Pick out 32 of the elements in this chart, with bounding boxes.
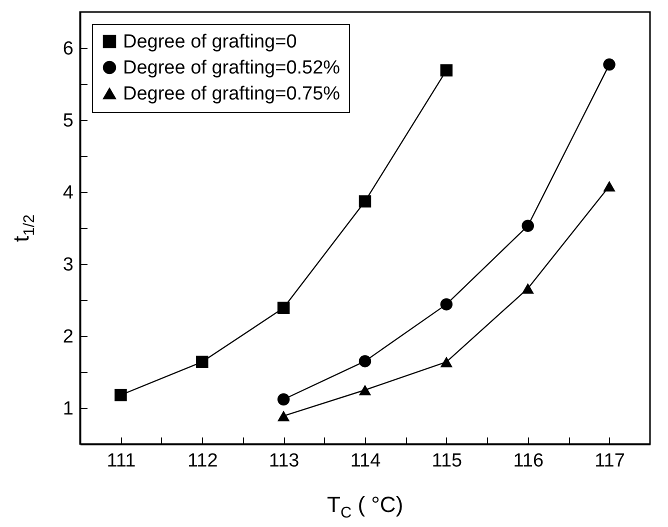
point bbox=[196, 356, 208, 368]
point bbox=[522, 283, 534, 294]
point bbox=[114, 388, 127, 402]
y-tick-label: 4 bbox=[62, 182, 74, 204]
x-tick-label: 117 bbox=[594, 450, 625, 472]
point bbox=[603, 58, 616, 71]
x-tick-label: 112 bbox=[187, 450, 218, 472]
point bbox=[277, 302, 290, 314]
point bbox=[277, 410, 290, 422]
x-tick-label: 116 bbox=[513, 450, 544, 472]
y-tick-label: 2 bbox=[62, 326, 74, 348]
point bbox=[277, 393, 290, 406]
x-tick-label: 114 bbox=[350, 450, 382, 472]
point bbox=[358, 195, 372, 208]
y-tick-label: 5 bbox=[62, 110, 74, 132]
y-tick-label: 3 bbox=[62, 254, 74, 276]
x-tick-label: 115 bbox=[432, 450, 462, 472]
x-tick-label: 111 bbox=[106, 450, 136, 472]
point bbox=[440, 298, 453, 310]
y-tick-label: 1 bbox=[62, 398, 74, 420]
legend-label: Degree of grafting=0.52% bbox=[123, 58, 340, 78]
point bbox=[440, 356, 453, 368]
point bbox=[358, 384, 372, 396]
point bbox=[440, 64, 453, 76]
x-tick-label: 113 bbox=[268, 450, 300, 472]
legend-label: Degree of grafting=0.75% bbox=[123, 84, 340, 104]
y-tick-label: 6 bbox=[62, 38, 74, 60]
point bbox=[603, 180, 616, 192]
legend-label: Degree of grafting=0 bbox=[123, 32, 297, 52]
x-axis-title: T$_{C}$ ( °C) bbox=[327, 492, 404, 522]
point bbox=[358, 355, 372, 368]
point bbox=[522, 220, 534, 232]
